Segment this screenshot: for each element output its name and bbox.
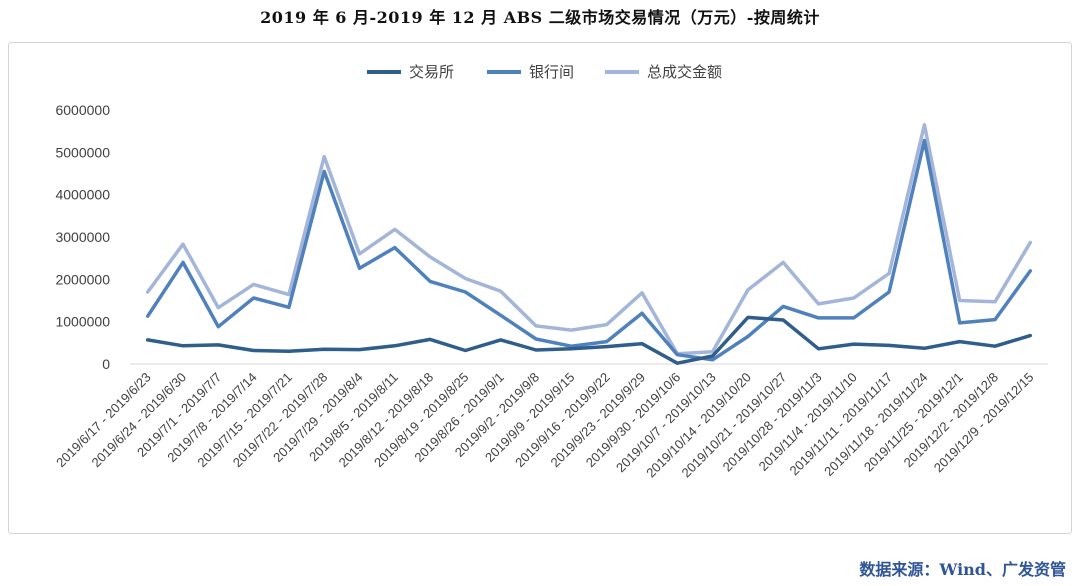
y-tick-label: 4000000 (55, 187, 110, 203)
series-layer (145, 123, 1033, 365)
series-line-3 (145, 123, 1033, 356)
legend: 交易所 银行间 总成交金额 (367, 63, 722, 81)
series-line-2 (145, 138, 1033, 362)
y-tick-label: 2000000 (55, 271, 110, 287)
chart-area (8, 42, 1072, 534)
y-tick-label: 0 (102, 356, 110, 372)
y-tick-label: 1000000 (55, 314, 110, 330)
legend-label-2: 银行间 (529, 63, 574, 81)
source-note: 数据来源：Wind、广发资管 (859, 560, 1066, 579)
y-tick-label: 6000000 (55, 102, 110, 118)
y-axis: 0 1000000 2000000 3000000 4000000 5000000 6000… (55, 102, 110, 372)
series-line-1 (145, 315, 1033, 365)
y-tick-label: 3000000 (55, 229, 110, 245)
legend-label-1: 交易所 (409, 63, 454, 81)
legend-label-3: 总成交金额 (647, 63, 722, 81)
line-chart: 交易所 银行间 总成交金额 0 1000000 2000000 3000000 400000… (53, 63, 1048, 480)
chart-title: 2019 年 6 月-2019 年 12 月 ABS 二级市场交易情况（万元）-… (260, 8, 820, 27)
y-tick-label: 5000000 (55, 144, 110, 160)
